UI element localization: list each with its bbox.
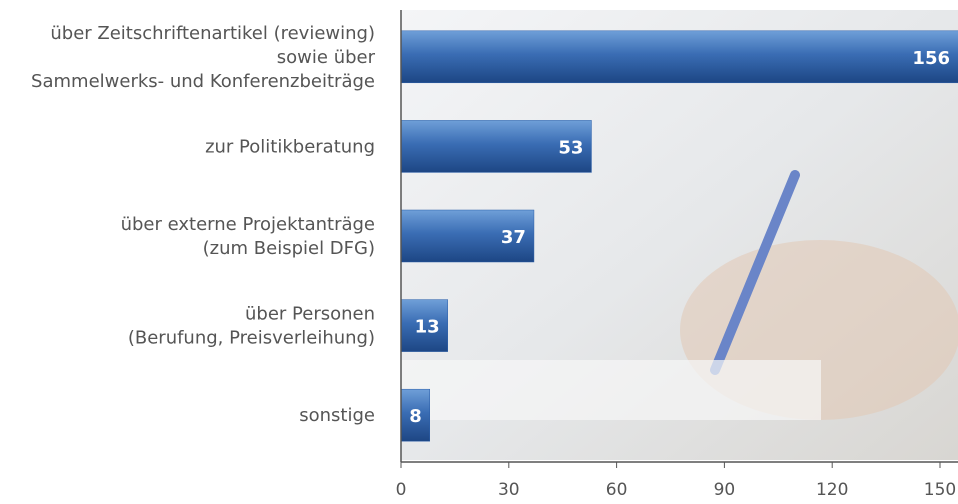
x-tick-label: 0 (396, 480, 407, 500)
category-label: über externe Projektanträge(zum Beispiel… (121, 214, 375, 259)
value-label: 53 (558, 137, 583, 158)
value-label: 156 (912, 48, 950, 69)
paper (401, 360, 821, 420)
chart: 0 30 60 90 120 150 über Zeitschriftenartikel (… (0, 0, 958, 500)
x-tick-label: 150 (924, 480, 956, 500)
value-label: 37 (501, 227, 526, 248)
value-label: 8 (409, 406, 422, 427)
value-label: 13 (415, 317, 440, 338)
category-label: über Personen(Berufung, Preisverleihung) (128, 304, 375, 349)
x-tick-label: 30 (498, 480, 520, 500)
category-label: über Zeitschriftenartikel (reviewing)sow… (31, 23, 376, 92)
x-tick-label: 60 (606, 480, 628, 500)
x-tick-label: 90 (714, 480, 736, 500)
category-label: sonstige (299, 405, 375, 426)
x-tick-label: 120 (816, 480, 848, 500)
category-label: zur Politikberatung (205, 136, 375, 157)
bar (401, 31, 958, 83)
